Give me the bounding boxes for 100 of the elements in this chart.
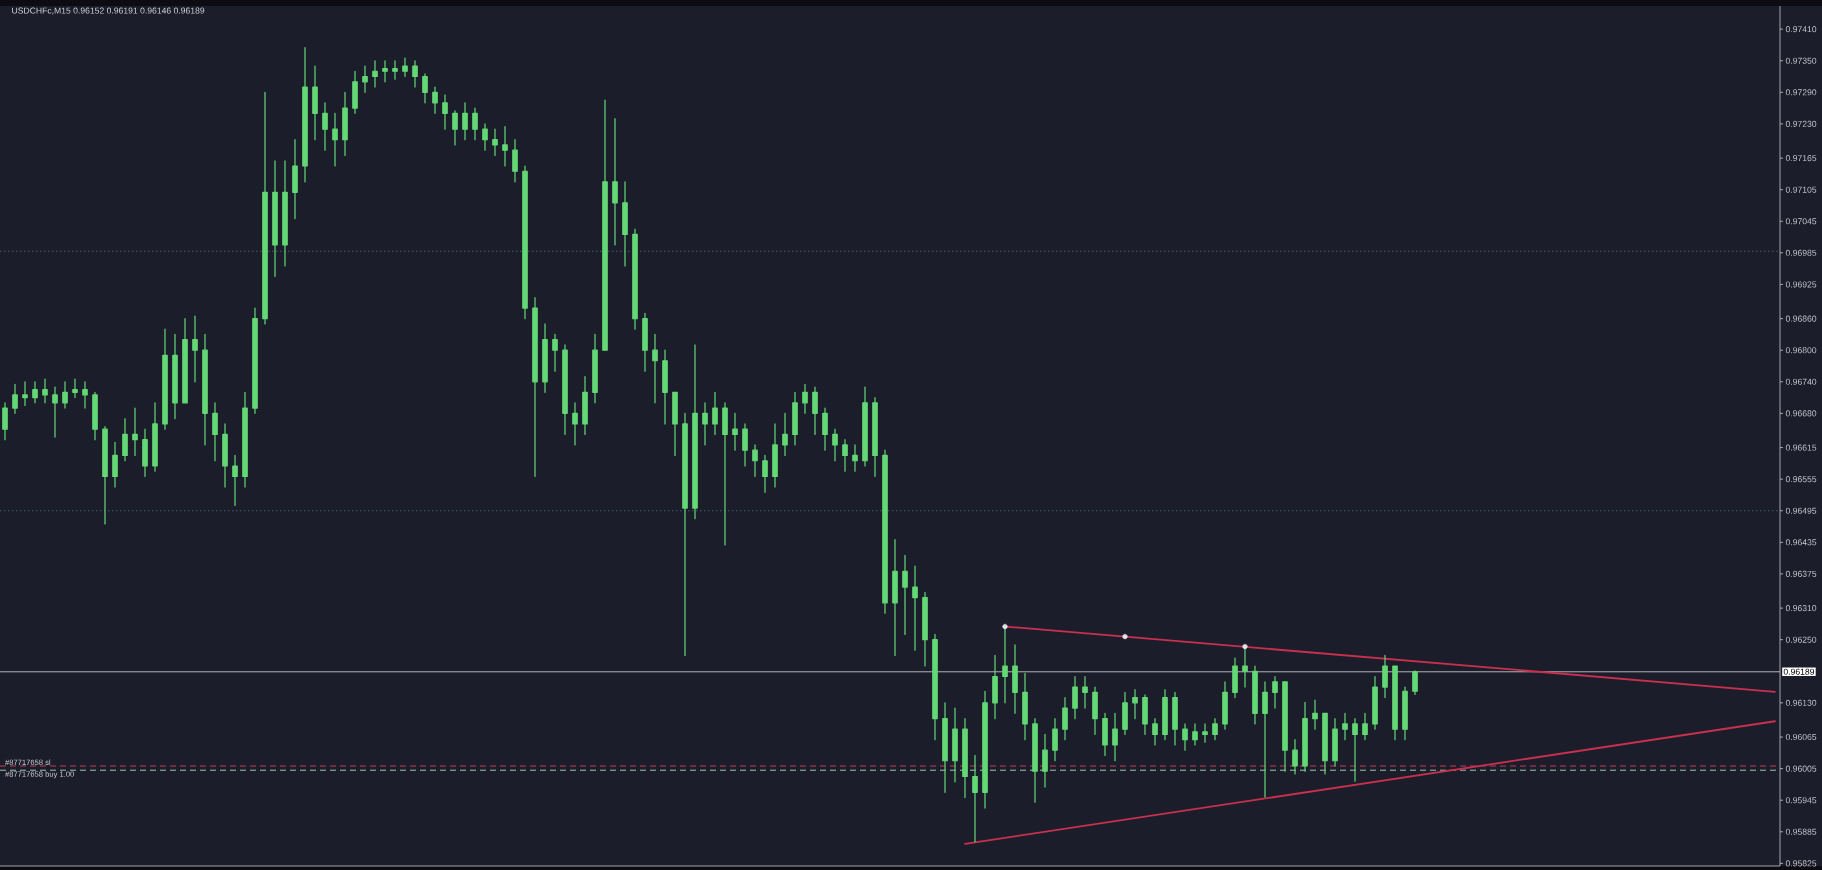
candlestick <box>1272 675 1278 709</box>
candlestick <box>1002 626 1008 704</box>
candlestick <box>292 139 298 220</box>
candlestick <box>822 407 828 451</box>
candlestick <box>712 391 718 436</box>
candlestick <box>502 125 508 167</box>
y-tick-label: 0.96985 <box>1785 249 1817 256</box>
candlestick <box>512 139 518 183</box>
candlestick <box>732 412 738 451</box>
y-tick-label: 0.95885 <box>1785 828 1817 835</box>
candlestick <box>1202 723 1208 743</box>
candlestick <box>312 65 318 141</box>
candlestick <box>972 754 978 843</box>
candlestick <box>112 441 118 488</box>
candlestick <box>722 402 728 546</box>
point <box>1122 633 1128 640</box>
candlestick <box>612 118 618 246</box>
candlestick <box>912 565 918 651</box>
candlestick <box>862 386 868 467</box>
point <box>1242 643 1248 650</box>
candlestick <box>322 102 328 151</box>
candlestick <box>1372 675 1378 730</box>
candlestick <box>12 383 18 414</box>
candlestick <box>1232 657 1238 699</box>
candlestick <box>452 110 458 146</box>
candlestick <box>1032 718 1038 803</box>
y-tick-label: 0.97165 <box>1785 155 1817 162</box>
candlestick <box>782 412 788 457</box>
candlestick <box>52 386 58 438</box>
candlestick <box>1402 686 1408 741</box>
y-tick-label: 0.96375 <box>1785 570 1817 577</box>
candlestick <box>62 381 68 409</box>
candlestick <box>1312 699 1318 730</box>
candlestick <box>1262 681 1268 798</box>
candlestick <box>1282 681 1288 772</box>
candlestick <box>272 160 278 278</box>
candlestick <box>1022 672 1028 741</box>
candlestick <box>702 402 708 446</box>
candlestick <box>632 228 638 330</box>
candlestick <box>982 690 988 809</box>
y-tick-label: 0.97350 <box>1785 57 1817 64</box>
candlestick <box>772 423 778 488</box>
candlestick <box>802 383 808 414</box>
candlestick <box>482 123 488 151</box>
candlestick <box>1212 718 1218 741</box>
y-tick-label: 0.96250 <box>1785 636 1817 643</box>
candlestick <box>622 181 628 267</box>
candlestick <box>1082 675 1088 709</box>
candlestick <box>902 554 908 636</box>
candlestick <box>1162 689 1168 741</box>
candlestick <box>542 323 548 393</box>
candlestick <box>1412 670 1418 696</box>
candlestick <box>1132 689 1138 720</box>
candlestick <box>592 333 598 404</box>
candlestick <box>1152 718 1158 746</box>
candlestick <box>1042 733 1048 788</box>
candlestick <box>282 160 288 267</box>
y-tick-label: 0.96680 <box>1785 410 1817 417</box>
y-tick-label: 0.96065 <box>1785 734 1817 741</box>
point <box>1002 623 1008 630</box>
candlestick <box>1362 712 1368 741</box>
candlestick <box>842 439 848 472</box>
candlestick <box>562 344 568 436</box>
candlestick <box>122 418 128 462</box>
candlestick <box>1102 712 1108 757</box>
candlestick <box>472 107 478 141</box>
candlestick <box>692 344 698 520</box>
candlestick <box>892 539 898 657</box>
candlestick <box>852 444 858 472</box>
y-tick-label: 0.97045 <box>1785 218 1817 225</box>
candlestick <box>402 57 408 78</box>
candlestick <box>392 60 398 80</box>
y-tick-label: 0.96925 <box>1785 281 1817 288</box>
y-tick-label: 0.96555 <box>1785 476 1817 483</box>
candlestick <box>442 94 448 130</box>
candlestick <box>82 381 88 409</box>
candlestick <box>1352 718 1358 782</box>
y-tick-label: 0.95945 <box>1785 797 1817 804</box>
candlestick <box>1292 739 1298 775</box>
candlestick <box>232 454 238 507</box>
candlestick <box>882 449 888 614</box>
candlestick <box>1062 696 1068 741</box>
candlestick <box>32 381 38 404</box>
y-tick-label: 0.96800 <box>1785 347 1817 354</box>
candlestick <box>572 402 578 446</box>
candlestick <box>72 378 78 399</box>
candlestick <box>952 707 958 783</box>
candlestick <box>432 86 438 114</box>
candlestick <box>922 591 928 667</box>
candlestick <box>642 312 648 372</box>
candlestick <box>832 428 838 462</box>
candlestick <box>142 428 148 478</box>
y-tick-label: 0.96615 <box>1785 444 1817 451</box>
y-tick-label: 0.96860 <box>1785 315 1817 322</box>
candlestick <box>1302 701 1308 772</box>
candlestick <box>522 165 528 320</box>
candlestick <box>992 654 998 720</box>
y-tick-label: 0.96435 <box>1785 539 1817 546</box>
candlestick <box>812 386 818 436</box>
candlestick <box>222 423 228 488</box>
